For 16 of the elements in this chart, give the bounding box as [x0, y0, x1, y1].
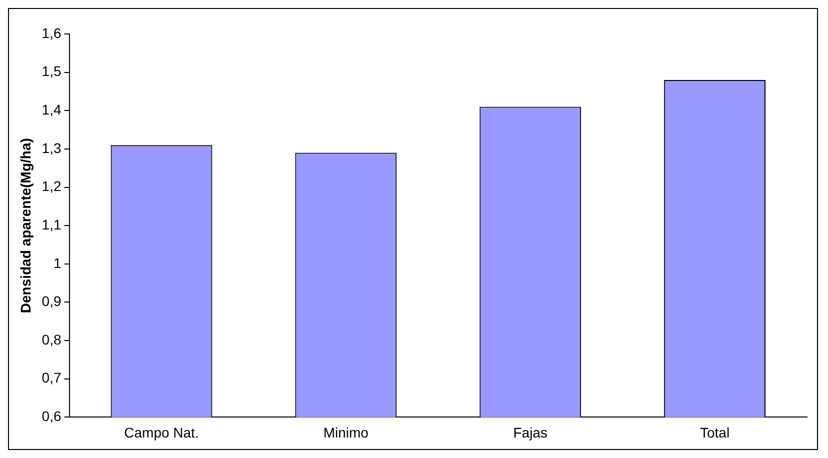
- y-tick-label: 0,8: [42, 331, 62, 348]
- y-tick-label: 1,4: [42, 102, 62, 118]
- x-tick-label: Fajas: [513, 424, 548, 440]
- y-tick-label: 1,2: [42, 178, 62, 194]
- x-tick-label: Total: [700, 424, 730, 440]
- y-tick-label: 0,7: [42, 370, 62, 386]
- x-tick-label: Minimo: [323, 424, 369, 440]
- x-tick-label: Campo Nat.: [124, 424, 199, 440]
- y-tick-label: 1,5: [42, 63, 62, 80]
- y-tick-label: 1,1: [42, 216, 62, 232]
- y-tick-label: 1,3: [42, 140, 62, 156]
- y-tick-label: 1: [53, 254, 62, 271]
- y-tick-label: 1,6: [42, 24, 62, 41]
- y-axis-title: Densidad aparente(Mg/ha): [17, 138, 34, 314]
- y-tick-label: 0,9: [42, 293, 62, 310]
- y-tick-label: 0,6: [42, 408, 62, 424]
